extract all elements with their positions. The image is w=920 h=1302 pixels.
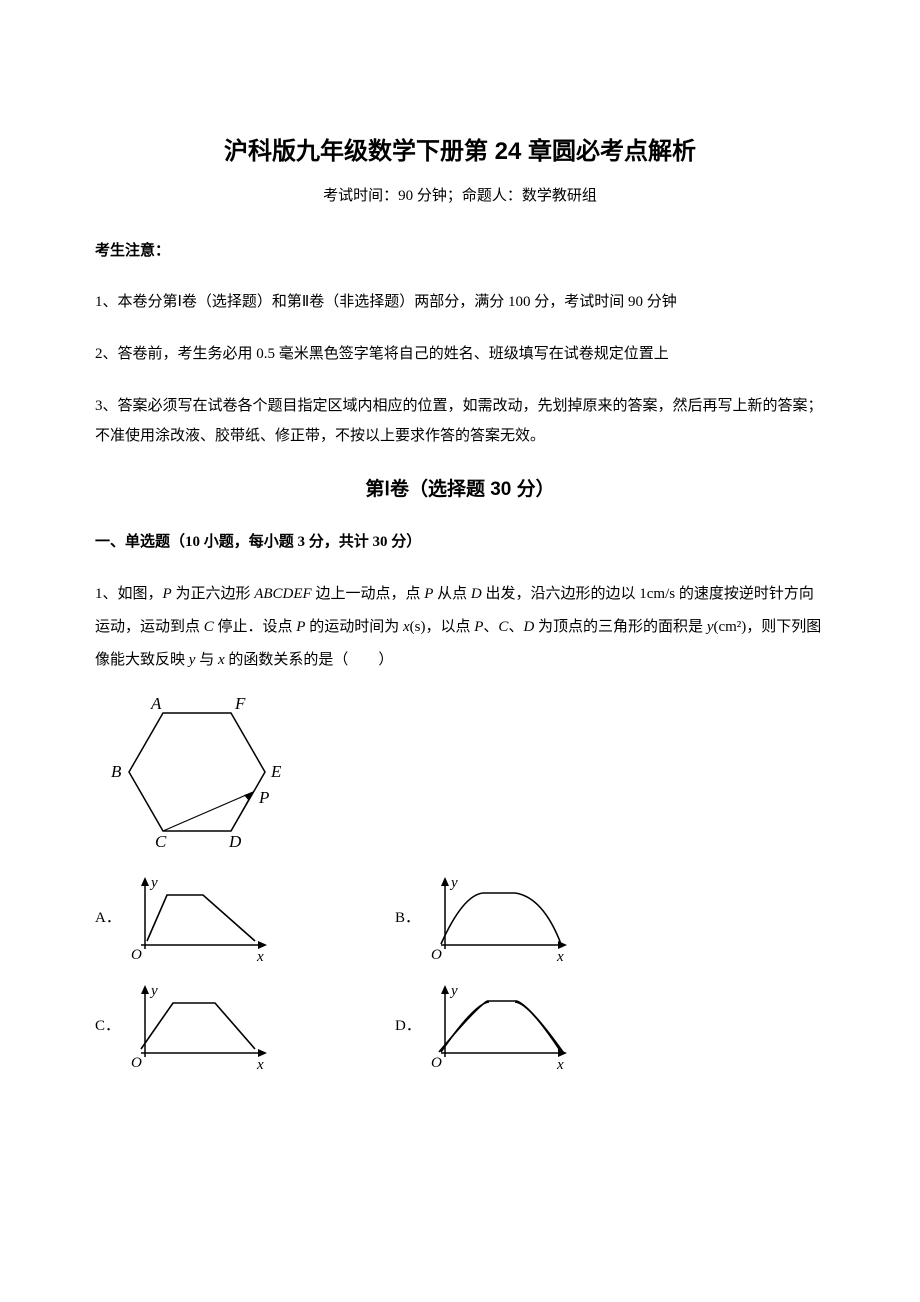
q1-var-C: C <box>498 619 508 635</box>
option-D-label: D． <box>395 1013 423 1040</box>
q1-var-D: D <box>471 586 482 602</box>
svg-text:D: D <box>228 832 242 851</box>
option-row-2: C． y x O D． y x O <box>95 981 825 1071</box>
q1-text: 为顶点的三角形的面积是 <box>534 619 707 635</box>
svg-text:A: A <box>150 695 162 713</box>
q1-text: (s)，以点 <box>410 619 475 635</box>
section-header: 第Ⅰ卷（选择题 30 分） <box>95 473 825 507</box>
page-subtitle: 考试时间：90 分钟；命题人：数学教研组 <box>95 183 825 210</box>
q1-text: 边上一动点，点 <box>312 586 425 602</box>
instruction-3: 3、答案必须写在试卷各个题目指定区域内相应的位置，如需改动，先划掉原来的答案，然… <box>95 391 825 451</box>
q1-var-ABCDEF: ABCDEF <box>254 586 312 602</box>
notice-heading: 考生注意： <box>95 238 825 265</box>
option-row-1: A． y x O B． y x O <box>95 873 825 963</box>
svg-text:O: O <box>131 1055 142 1071</box>
q1-text: 停止．设点 <box>214 619 297 635</box>
svg-text:F: F <box>234 695 246 713</box>
svg-text:O: O <box>431 1055 442 1071</box>
hexagon-figure: A F E D C B P <box>103 695 825 855</box>
instruction-1: 1、本卷分第Ⅰ卷（选择题）和第Ⅱ卷（非选择题）两部分，满分 100 分，考试时间… <box>95 287 825 317</box>
svg-text:O: O <box>431 947 442 963</box>
option-A[interactable]: A． y x O <box>95 873 395 963</box>
graph-B: y x O <box>423 873 573 963</box>
svg-text:x: x <box>256 949 264 963</box>
q1-text: 、 <box>483 619 498 635</box>
option-B[interactable]: B． y x O <box>395 873 695 963</box>
q1-text: 、 <box>508 619 523 635</box>
graph-C: y x O <box>123 981 273 1071</box>
q1-text: 的函数关系的是（ ） <box>225 652 394 668</box>
svg-text:O: O <box>131 947 142 963</box>
q1-text: 1、如图， <box>95 586 163 602</box>
q1-text: 的运动时间为 <box>305 619 403 635</box>
option-B-label: B． <box>395 905 423 932</box>
q1-unit: (cm²) <box>713 619 746 635</box>
option-D[interactable]: D． y x O <box>395 981 695 1071</box>
svg-text:x: x <box>556 949 564 963</box>
svg-text:x: x <box>256 1057 264 1071</box>
graph-D: y x O <box>423 981 573 1071</box>
instruction-2: 2、答卷前，考生务必用 0.5 毫米黑色签字笔将自己的姓名、班级填写在试卷规定位… <box>95 339 825 369</box>
svg-text:C: C <box>155 832 167 851</box>
svg-text:y: y <box>449 875 458 891</box>
option-C[interactable]: C． y x O <box>95 981 395 1071</box>
q1-var-C: C <box>204 619 214 635</box>
hexagon-svg: A F E D C B P <box>103 695 293 855</box>
page-title: 沪科版九年级数学下册第 24 章圆必考点解析 <box>95 130 825 173</box>
q1-text: 为正六边形 <box>172 586 255 602</box>
graph-A: y x O <box>123 873 273 963</box>
q1-var-x: x <box>218 652 225 668</box>
svg-text:y: y <box>149 983 158 999</box>
q1-var-P: P <box>424 586 433 602</box>
q1-var-P: P <box>163 586 172 602</box>
svg-text:y: y <box>449 983 458 999</box>
svg-text:E: E <box>270 762 282 781</box>
q1-text: 与 <box>195 652 218 668</box>
option-C-label: C． <box>95 1013 123 1040</box>
q1-var-D: D <box>523 619 534 635</box>
svg-text:P: P <box>258 788 269 807</box>
q1-var-x: x <box>403 619 410 635</box>
option-A-label: A． <box>95 905 123 932</box>
question-1: 1、如图，P 为正六边形 ABCDEF 边上一动点，点 P 从点 D 出发，沿六… <box>95 578 825 677</box>
subsection-heading: 一、单选题（10 小题，每小题 3 分，共计 30 分） <box>95 529 825 556</box>
svg-text:B: B <box>111 762 122 781</box>
svg-text:y: y <box>149 875 158 891</box>
svg-text:x: x <box>556 1057 564 1071</box>
q1-text: 从点 <box>433 586 471 602</box>
